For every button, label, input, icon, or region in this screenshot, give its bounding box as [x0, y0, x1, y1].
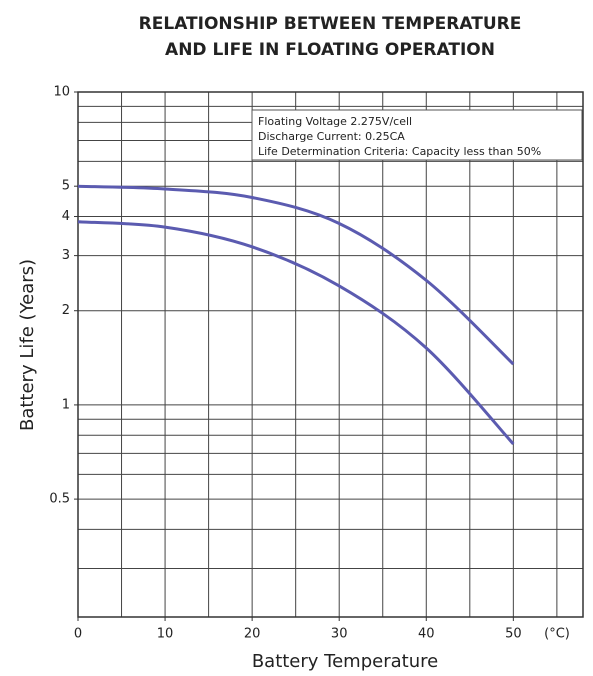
x-tick-label: 20: [244, 627, 261, 642]
y-tick-label: 0.5: [49, 492, 70, 507]
annotation: Discharge Current: 0.25CA: [258, 130, 405, 143]
y-tick-label: 2: [62, 303, 70, 318]
chart-title: AND LIFE IN FLOATING OPERATION: [165, 40, 495, 60]
plot-frame: [78, 92, 583, 617]
y-tick-label: 10: [53, 85, 70, 100]
x-tick-label: 40: [418, 627, 435, 642]
x-axis-label: Battery Temperature: [252, 651, 438, 672]
chart-title: RELATIONSHIP BETWEEN TEMPERATURE: [139, 14, 522, 34]
annotation: Life Determination Criteria: Capacity le…: [258, 145, 541, 158]
annotation: Floating Voltage 2.275V/cell: [258, 115, 412, 128]
y-tick-label: 1: [62, 397, 70, 412]
x-tick-label: 0: [74, 627, 82, 642]
x-tick-label: 30: [331, 627, 348, 642]
y-tick-label: 5: [62, 179, 70, 194]
chart: RELATIONSHIP BETWEEN TEMPERATURE AND LIF…: [0, 0, 593, 676]
y-axis-label: Battery Life (Years): [17, 259, 38, 431]
y-tick-label: 3: [62, 248, 70, 263]
x-tick-label: 10: [157, 627, 174, 642]
x-unit: (°C): [544, 627, 570, 642]
y-tick-label: 4: [62, 209, 70, 224]
x-tick-label: 50: [505, 627, 522, 642]
